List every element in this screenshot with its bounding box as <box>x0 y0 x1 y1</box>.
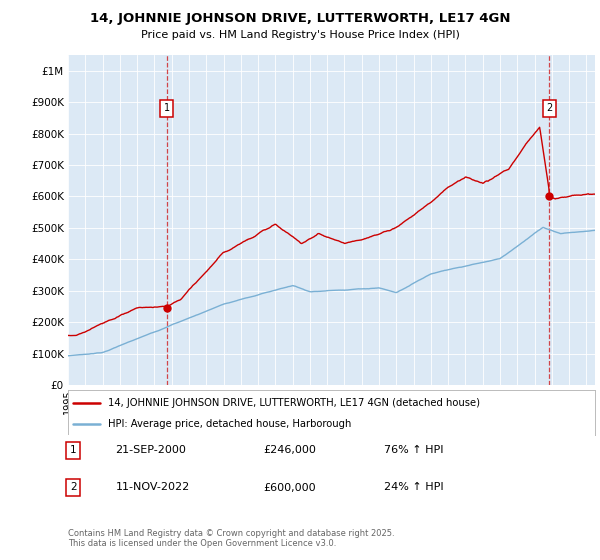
Text: 21-SEP-2000: 21-SEP-2000 <box>115 445 187 455</box>
Text: 76% ↑ HPI: 76% ↑ HPI <box>384 445 444 455</box>
Text: 14, JOHNNIE JOHNSON DRIVE, LUTTERWORTH, LE17 4GN (detached house): 14, JOHNNIE JOHNSON DRIVE, LUTTERWORTH, … <box>107 398 479 408</box>
Text: 24% ↑ HPI: 24% ↑ HPI <box>384 483 444 492</box>
Text: 2: 2 <box>70 483 77 492</box>
Text: 14, JOHNNIE JOHNSON DRIVE, LUTTERWORTH, LE17 4GN: 14, JOHNNIE JOHNSON DRIVE, LUTTERWORTH, … <box>90 12 510 25</box>
Text: £246,000: £246,000 <box>263 445 316 455</box>
Text: Price paid vs. HM Land Registry's House Price Index (HPI): Price paid vs. HM Land Registry's House … <box>140 30 460 40</box>
Text: 1: 1 <box>70 445 77 455</box>
Text: Contains HM Land Registry data © Crown copyright and database right 2025.
This d: Contains HM Land Registry data © Crown c… <box>68 529 395 548</box>
Text: £600,000: £600,000 <box>263 483 316 492</box>
Text: HPI: Average price, detached house, Harborough: HPI: Average price, detached house, Harb… <box>107 419 351 429</box>
Text: 1: 1 <box>164 104 170 114</box>
Text: 11-NOV-2022: 11-NOV-2022 <box>115 483 190 492</box>
Text: 2: 2 <box>546 104 553 114</box>
